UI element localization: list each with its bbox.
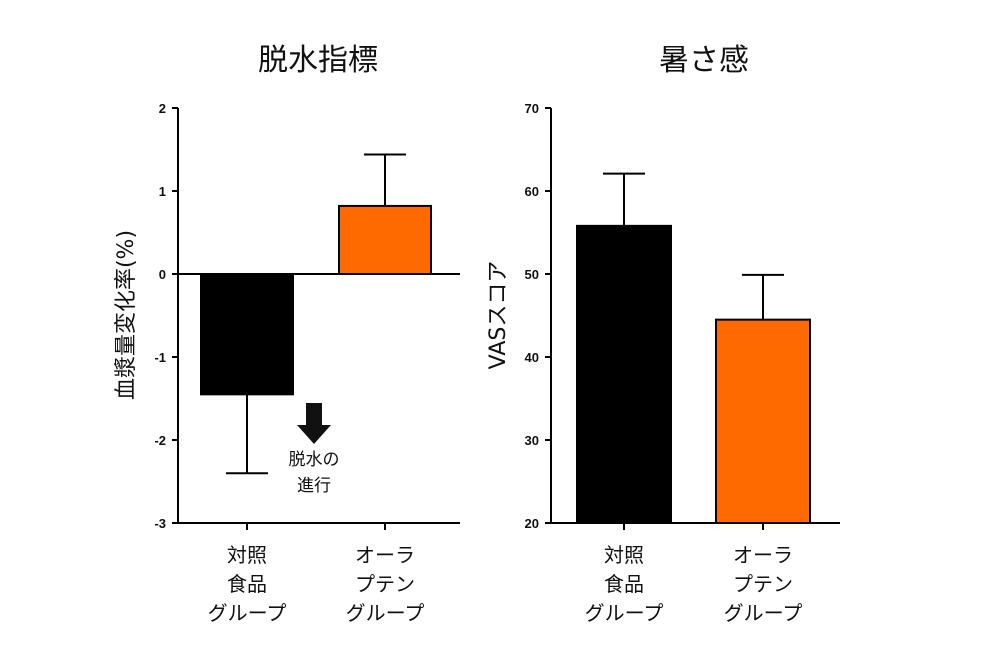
y-tick-label: -1 <box>154 350 166 365</box>
y-tick-label: 50 <box>525 267 539 282</box>
y-tick-labels: 70 60 50 40 30 20 <box>525 101 539 531</box>
x-category-line: 食品 <box>604 572 644 596</box>
down-arrow-icon <box>297 403 331 444</box>
x-category-label: オーラ プテン グループ <box>346 543 425 625</box>
x-category-line: プテン <box>355 572 415 596</box>
x-category-line: グループ <box>346 601 425 625</box>
y-tick-label: 30 <box>525 433 539 448</box>
x-category-line: グループ <box>585 601 664 625</box>
x-category-line: 対照 <box>604 543 644 567</box>
x-category-line: 対照 <box>227 543 267 567</box>
y-tick-label: -2 <box>154 433 166 448</box>
y-axis-label: 血漿量変化率(%) <box>114 230 139 400</box>
bar <box>576 224 672 525</box>
panel-heat-sensation: 暑さ感 VASスコア 70 60 50 40 30 20 対照 食品 グループ … <box>486 43 840 625</box>
x-category-line: グループ <box>208 601 287 625</box>
y-tick-label: 60 <box>525 184 539 199</box>
plot-marks <box>172 107 460 530</box>
annotation-line: 進行 <box>297 476 331 496</box>
bar <box>200 273 294 396</box>
x-category-line: プテン <box>733 572 793 596</box>
y-tick-label: -3 <box>154 516 166 531</box>
y-tick-label: 0 <box>159 267 166 282</box>
annotation-line: 脱水の <box>289 450 340 470</box>
y-tick-label: 20 <box>525 516 539 531</box>
panel-dehydration: 脱水指標 血漿量変化率(%) 2 1 0 -1 -2 -3 対照 食品 グループ… <box>114 43 460 625</box>
y-tick-label: 70 <box>525 101 539 116</box>
chart-title: 暑さ感 <box>659 43 749 78</box>
y-axis-label: VASスコア <box>486 261 511 370</box>
y-tick-label: 40 <box>525 350 539 365</box>
y-tick-label: 2 <box>159 101 166 116</box>
y-tick-labels: 2 1 0 -1 -2 -3 <box>154 101 166 531</box>
y-tick-label: 1 <box>159 184 166 199</box>
plot-marks <box>545 107 840 530</box>
x-category-line: 食品 <box>227 572 267 596</box>
x-category-label: オーラ プテン グループ <box>724 543 803 625</box>
x-category-line: オーラ <box>355 543 415 567</box>
x-category-label: 対照 食品 グループ <box>208 543 287 625</box>
x-category-line: オーラ <box>733 543 793 567</box>
bar <box>715 318 811 524</box>
x-category-line: グループ <box>724 601 803 625</box>
x-category-label: 対照 食品 グループ <box>585 543 664 625</box>
bar <box>338 204 432 275</box>
chart-title: 脱水指標 <box>258 43 378 78</box>
